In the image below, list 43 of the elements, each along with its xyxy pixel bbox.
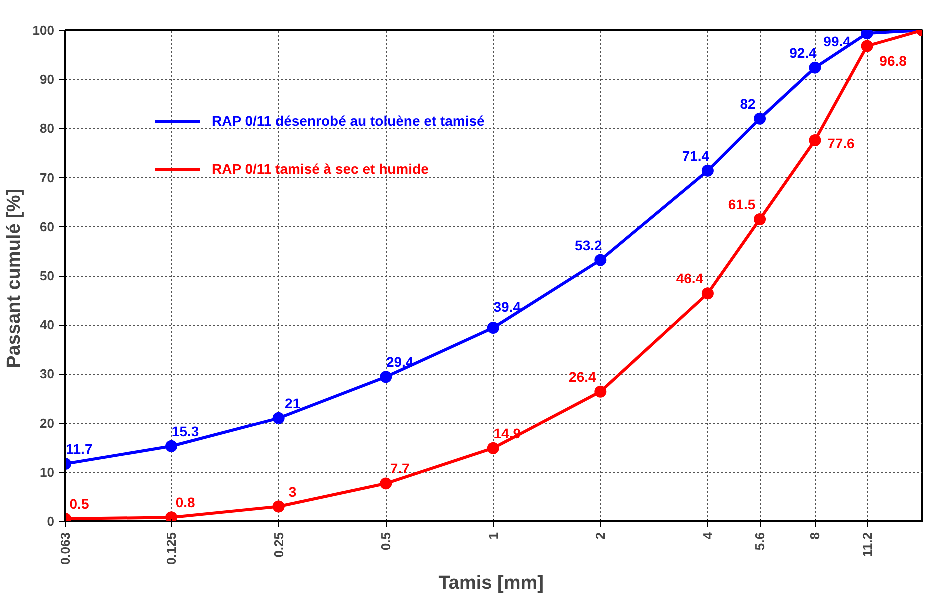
- y-tick-label: 10: [40, 464, 55, 480]
- legend-label: RAP 0/11 désenrobé au toluène et tamisé: [212, 113, 485, 129]
- data-label: 96.8: [880, 53, 908, 70]
- data-label: 7.7: [390, 460, 410, 477]
- data-label: 53.2: [575, 237, 602, 254]
- data-label: 21: [285, 395, 301, 412]
- data-label: 92.4: [790, 44, 818, 61]
- y-tick-label: 60: [40, 219, 55, 234]
- x-tick-label: 2: [593, 532, 608, 540]
- legend-label: RAP 0/11 tamisé à sec et humide: [212, 161, 429, 177]
- x-tick-label: 11.2: [860, 532, 875, 558]
- y-tick-label: 0: [47, 514, 55, 529]
- data-label: 82: [740, 96, 756, 112]
- data-label: 39.4: [494, 299, 522, 316]
- y-tick-label: 80: [40, 121, 55, 136]
- data-label: 15.3: [172, 423, 200, 440]
- data-label: 71.4: [682, 148, 710, 164]
- data-label: 46.4: [676, 270, 704, 287]
- data-label: 77.6: [828, 135, 856, 152]
- x-tick-label: 1: [486, 532, 501, 540]
- x-tick-label: 0.125: [164, 532, 180, 566]
- y-tick-label: 50: [40, 268, 55, 284]
- data-label: 11.7: [66, 441, 93, 458]
- y-tick-label: 40: [40, 318, 55, 333]
- data-label: 26.4: [569, 368, 596, 385]
- data-label: 0.8: [176, 494, 196, 511]
- data-label: 61.5: [728, 196, 756, 213]
- y-tick-label: 20: [40, 416, 55, 431]
- x-axis-title: Tamis [mm]: [438, 573, 544, 594]
- y-tick-label: 70: [40, 170, 55, 186]
- x-tick-label: 0.5: [378, 532, 394, 551]
- y-tick-label: 30: [40, 366, 55, 382]
- x-tick-label: 0.063: [58, 532, 73, 566]
- data-label: 0.5: [70, 496, 90, 512]
- y-tick-label: 100: [32, 23, 55, 38]
- x-tick-label: 0.25: [271, 532, 286, 558]
- y-tick-label: 90: [40, 72, 55, 88]
- x-tick-label: 4: [700, 532, 716, 540]
- data-label: 3: [288, 484, 297, 500]
- y-axis-title: Passant cumulé [%]: [4, 188, 25, 368]
- x-tick-label: 5.6: [752, 532, 768, 551]
- x-tick-label: 8: [808, 532, 823, 540]
- data-label: 99.4: [824, 33, 852, 50]
